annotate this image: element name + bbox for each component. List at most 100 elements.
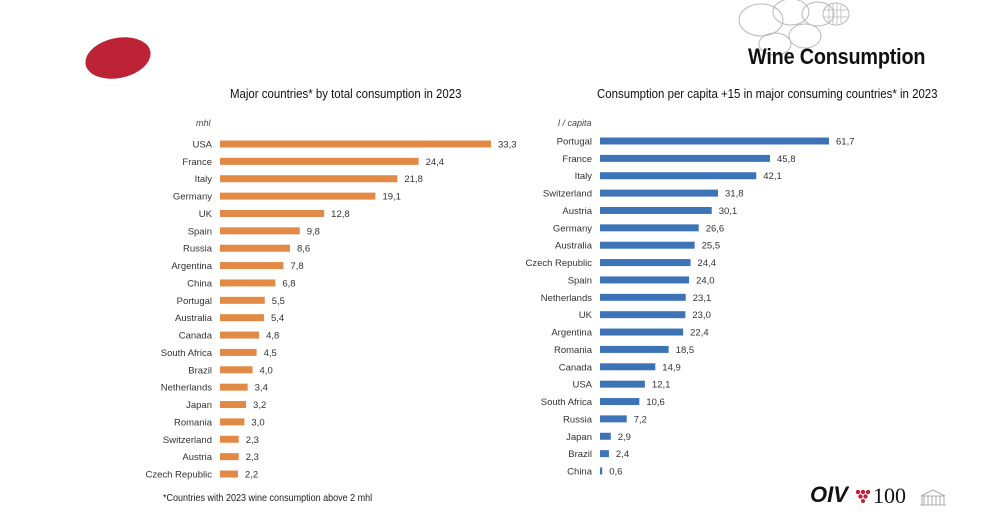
category-label: Canada xyxy=(179,331,213,342)
value-label: 0,6 xyxy=(609,467,622,478)
bar xyxy=(220,227,300,235)
grape-logo-icon xyxy=(855,489,871,503)
value-label: 5,5 xyxy=(272,296,285,307)
category-label: Brazil xyxy=(568,449,592,460)
value-label: 3,4 xyxy=(255,383,268,394)
value-label: 45,8 xyxy=(777,154,796,165)
bar xyxy=(220,157,419,165)
bar xyxy=(220,140,491,148)
value-label: 8,6 xyxy=(297,244,310,255)
category-label: UK xyxy=(579,310,593,321)
category-label: Spain xyxy=(188,226,212,237)
bar xyxy=(220,401,247,409)
value-label: 30,1 xyxy=(719,206,738,217)
value-label: 12,8 xyxy=(331,209,350,220)
category-label: Argentina xyxy=(551,328,592,339)
category-label: China xyxy=(187,278,213,289)
right-chart-title: Consumption per capita +15 in major cons… xyxy=(597,86,938,101)
bar xyxy=(600,345,669,353)
value-label: 24,4 xyxy=(698,258,717,269)
value-label: 3,0 xyxy=(251,417,264,428)
category-label: Portugal xyxy=(557,137,592,148)
category-label: Argentina xyxy=(171,261,212,272)
category-label: Italy xyxy=(575,171,593,182)
value-label: 5,4 xyxy=(271,313,284,324)
bar xyxy=(600,311,686,319)
value-label: 4,5 xyxy=(264,348,277,359)
bar xyxy=(600,293,686,301)
bar xyxy=(600,450,609,458)
bar xyxy=(600,172,757,180)
bar xyxy=(220,296,265,304)
value-label: 31,8 xyxy=(725,189,744,200)
bar xyxy=(220,435,239,443)
right-chart-unit: l / capita xyxy=(558,118,592,128)
category-label: Portugal xyxy=(177,296,212,307)
bar xyxy=(220,244,290,252)
bar xyxy=(600,328,684,336)
value-label: 7,8 xyxy=(290,261,303,272)
bar xyxy=(600,189,719,197)
left-chart-unit: mhl xyxy=(196,118,211,128)
category-label: Germany xyxy=(173,192,212,203)
bar xyxy=(220,470,238,478)
value-label: 26,6 xyxy=(706,223,725,234)
bar xyxy=(600,380,645,388)
bar xyxy=(220,331,260,339)
category-label: USA xyxy=(572,380,592,391)
red-blob-decoration xyxy=(85,37,151,79)
value-label: 23,0 xyxy=(692,310,711,321)
category-label: Russia xyxy=(183,244,213,255)
footnote: *Countries with 2023 wine consumption ab… xyxy=(163,493,373,504)
bar xyxy=(600,363,656,371)
category-label: Australia xyxy=(175,313,213,324)
category-label: Netherlands xyxy=(161,383,212,394)
category-label: Romania xyxy=(174,417,213,428)
value-label: 25,5 xyxy=(702,241,721,252)
category-label: Czech Republic xyxy=(525,258,592,269)
category-label: Switzerland xyxy=(543,189,592,200)
category-label: South Africa xyxy=(541,397,593,408)
bar xyxy=(600,241,695,249)
category-label: Italy xyxy=(195,174,213,185)
category-label: France xyxy=(562,154,592,165)
value-label: 23,1 xyxy=(693,293,712,304)
bar xyxy=(220,383,248,391)
bar xyxy=(600,398,640,406)
value-label: 61,7 xyxy=(836,137,855,148)
oiv-logo-text: OIV xyxy=(810,482,848,507)
bar xyxy=(600,259,691,267)
bar xyxy=(600,415,627,423)
value-label: 2,4 xyxy=(616,449,629,460)
value-label: 18,5 xyxy=(676,345,695,356)
value-label: 24,0 xyxy=(696,275,715,286)
page-title: Wine Consumption xyxy=(748,44,926,69)
value-label: 14,9 xyxy=(662,362,681,373)
bar xyxy=(220,418,245,426)
building-logo-icon xyxy=(920,489,946,506)
category-label: South Africa xyxy=(161,348,213,359)
value-label: 2,9 xyxy=(618,432,631,443)
bar xyxy=(220,209,325,217)
bar xyxy=(600,432,611,440)
category-label: Spain xyxy=(568,275,592,286)
bar xyxy=(600,137,829,145)
value-label: 6,8 xyxy=(282,278,295,289)
category-label: China xyxy=(567,467,593,478)
category-label: USA xyxy=(192,140,212,151)
value-label: 12,1 xyxy=(652,380,671,391)
bar xyxy=(600,276,690,284)
category-label: UK xyxy=(199,209,213,220)
category-label: Australia xyxy=(555,241,593,252)
value-label: 4,8 xyxy=(266,331,279,342)
value-label: 24,4 xyxy=(426,157,445,168)
value-label: 2,2 xyxy=(245,470,258,481)
bar xyxy=(600,154,770,162)
bar xyxy=(220,366,253,374)
bar xyxy=(220,262,284,270)
value-label: 33,3 xyxy=(498,140,517,151)
bar xyxy=(220,314,264,322)
oiv-logo-number: 100 xyxy=(873,483,906,508)
